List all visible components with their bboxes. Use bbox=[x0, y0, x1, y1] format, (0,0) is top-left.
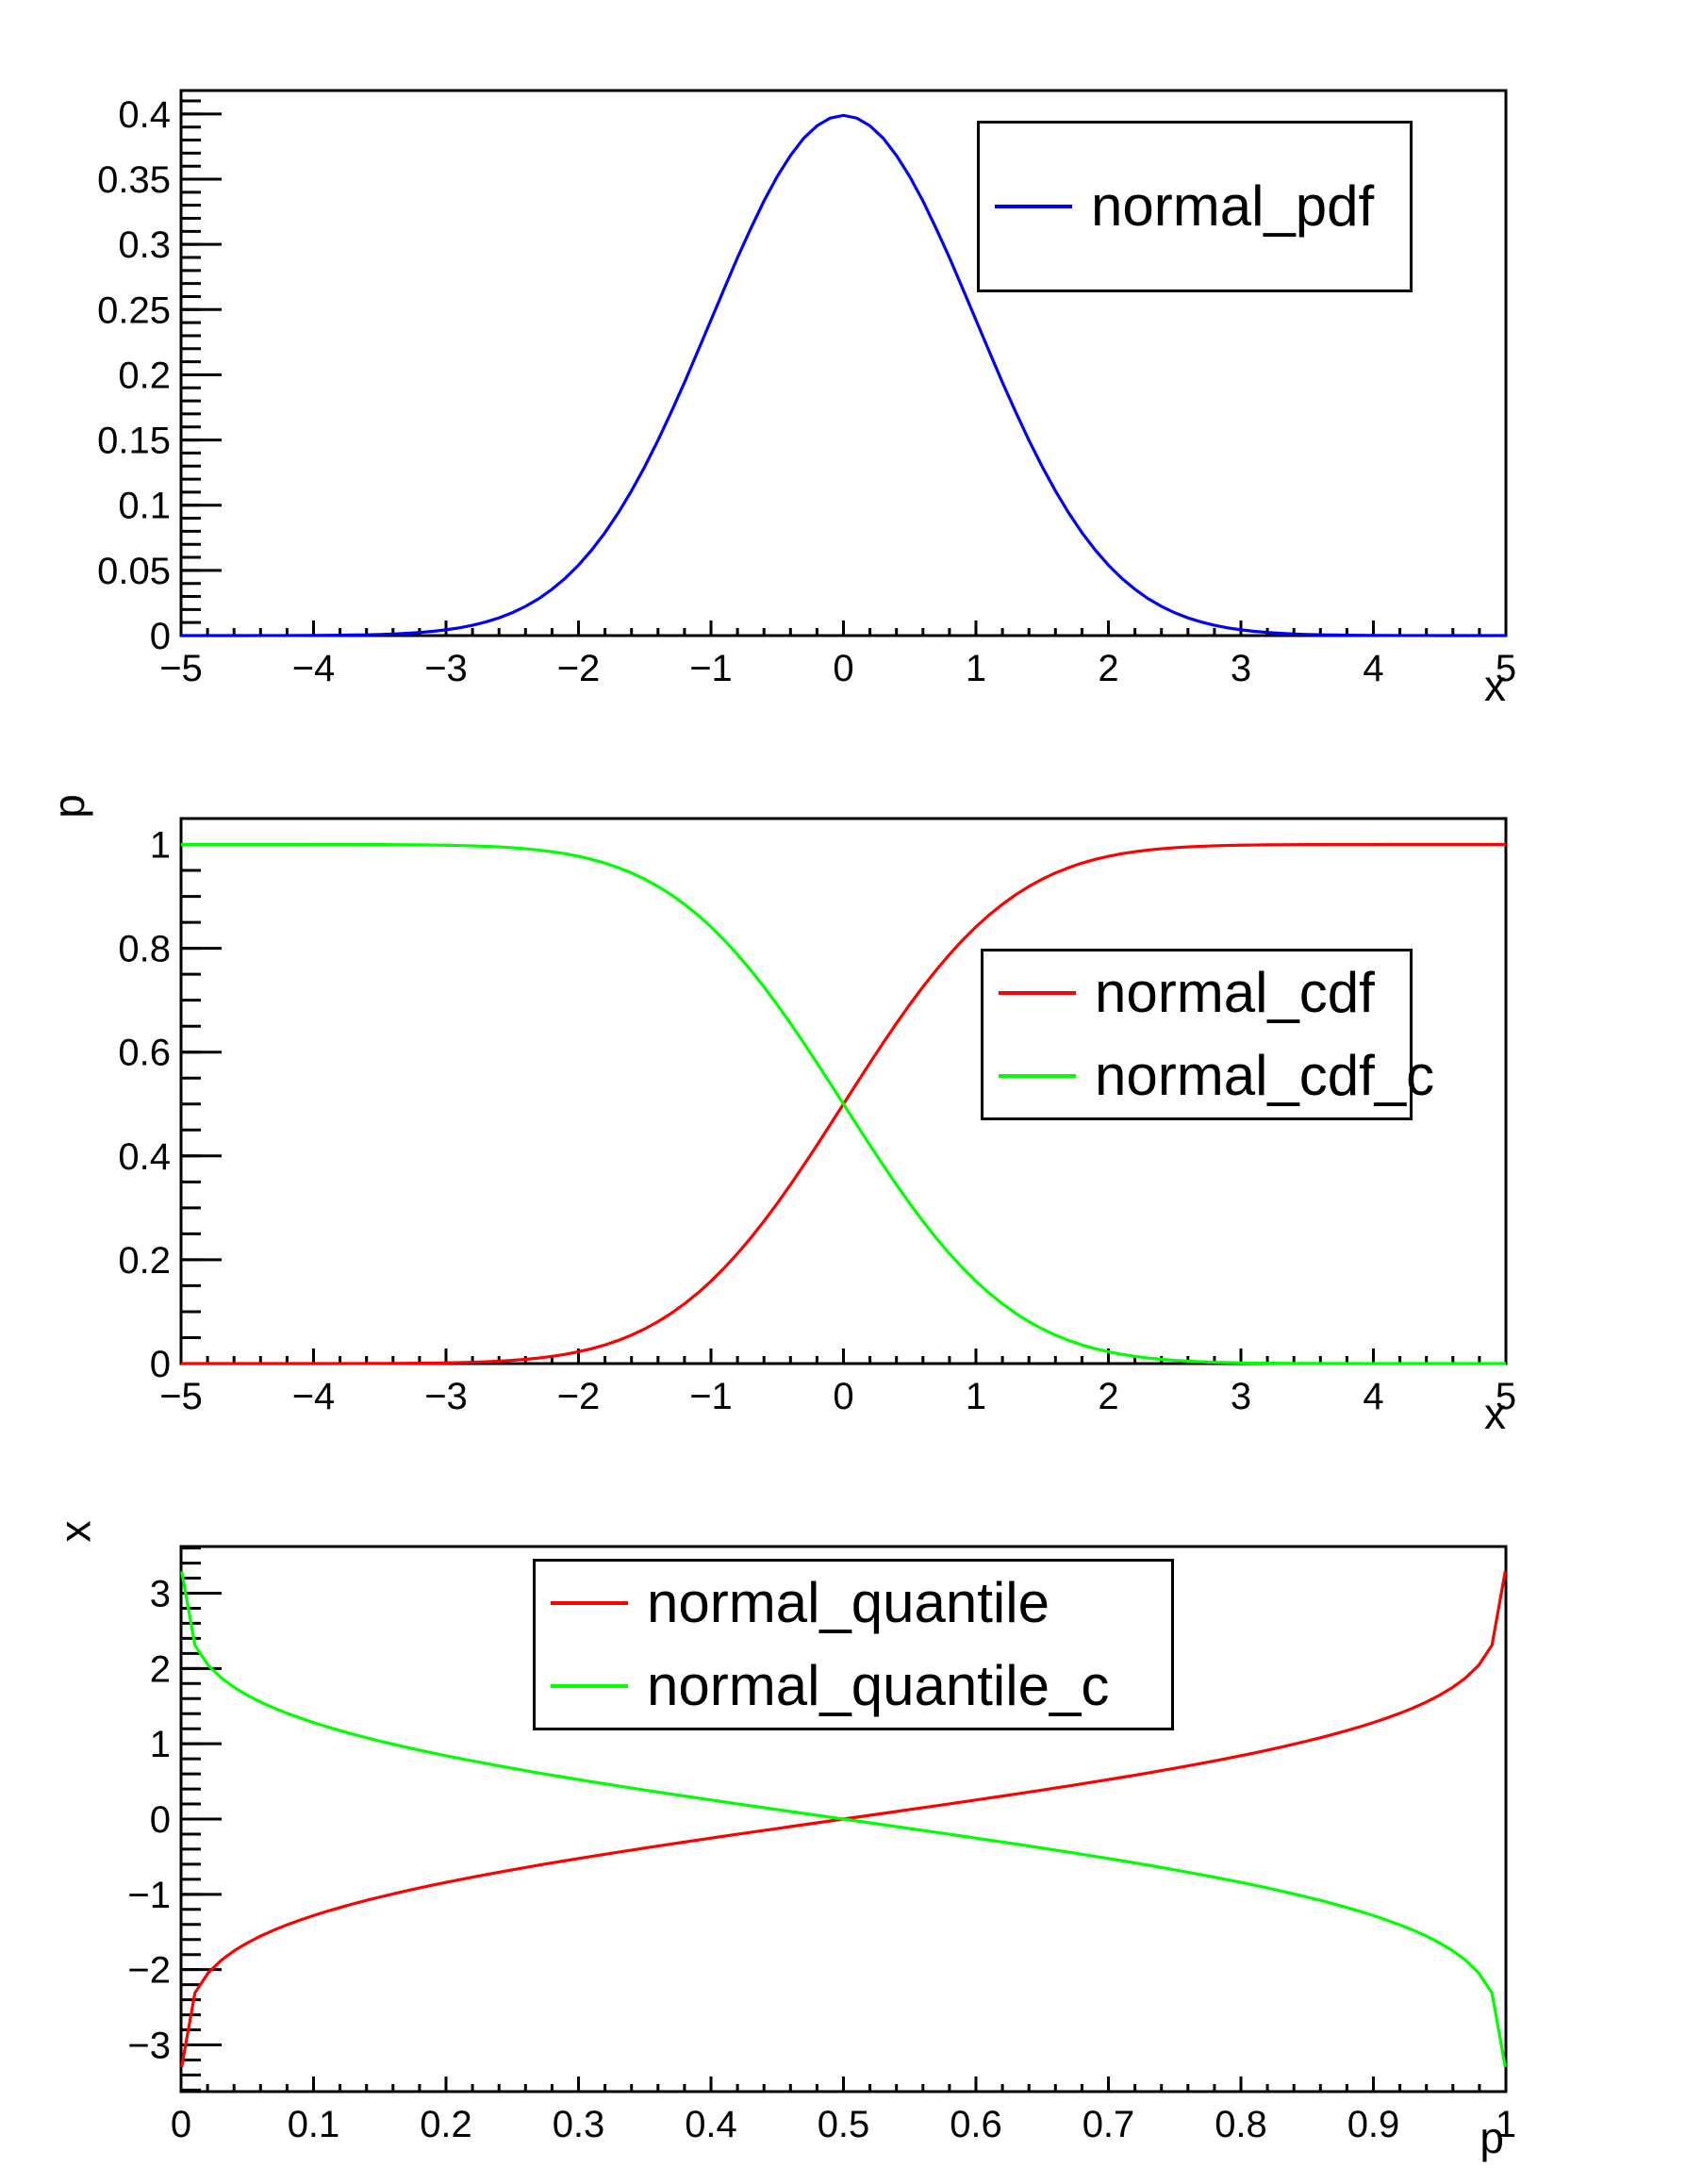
legend-quantile: normal_quantile normal_quantile_c bbox=[533, 1559, 1174, 1730]
y-tick-label: 0.25 bbox=[97, 290, 171, 331]
x-tick-label: 0.2 bbox=[420, 2104, 472, 2145]
y-tick-label: 0 bbox=[150, 1344, 171, 1385]
x-tick-label: 0 bbox=[833, 648, 853, 689]
y-tick-label: 0.3 bbox=[118, 224, 171, 266]
y-tick-label: 0.15 bbox=[97, 421, 171, 462]
x-tick-label: 0.7 bbox=[1083, 2104, 1135, 2145]
legend-label: normal_pdf bbox=[1091, 174, 1375, 238]
y-tick-label: 0.6 bbox=[118, 1033, 171, 1074]
x-tick-label: 1 bbox=[966, 648, 986, 689]
legend-line-sample bbox=[999, 1074, 1076, 1078]
legend-entry-normal-quantile: normal_quantile bbox=[536, 1575, 1171, 1631]
y-tick-label: 0.2 bbox=[118, 1240, 171, 1282]
x-tick-label: 0.3 bbox=[553, 2104, 605, 2145]
legend-line-sample bbox=[995, 205, 1072, 208]
y-axis-title-cdf: p bbox=[43, 794, 93, 819]
curve-normal_cdf_c bbox=[181, 842, 1506, 1365]
x-tick-label: −5 bbox=[159, 1376, 203, 1417]
legend-entry-normal-cdf-c: normal_cdf_c bbox=[984, 1048, 1434, 1104]
curve-normal_pdf bbox=[180, 113, 1507, 637]
x-tick-label: 5 bbox=[1496, 648, 1516, 689]
y-tick-label: 1 bbox=[150, 1724, 171, 1765]
y-tick-label: −2 bbox=[127, 1950, 171, 1992]
y-tick-label: 0.35 bbox=[97, 159, 171, 201]
x-tick-label: 0.1 bbox=[288, 2104, 340, 2145]
x-axis-title-pdf: x bbox=[1484, 661, 1506, 710]
x-axis-title-cdf: x bbox=[1484, 1389, 1506, 1438]
x-tick-label: −5 bbox=[159, 648, 203, 689]
legend-entry-normal-pdf: normal_pdf bbox=[980, 178, 1410, 235]
y-tick-label: 0 bbox=[150, 1799, 171, 1841]
legend-label: normal_quantile bbox=[647, 1571, 1050, 1634]
y-tick-label: 0.1 bbox=[118, 486, 171, 527]
x-tick-label: −4 bbox=[292, 1376, 336, 1417]
x-tick-label: −1 bbox=[689, 648, 733, 689]
x-tick-label: 3 bbox=[1231, 1376, 1251, 1417]
legend-line-sample bbox=[551, 1601, 628, 1605]
y-tick-label: −3 bbox=[127, 2026, 171, 2067]
x-tick-label: −1 bbox=[689, 1376, 733, 1417]
x-tick-label: 0.6 bbox=[950, 2104, 1002, 2145]
y-tick-label: 3 bbox=[150, 1573, 171, 1614]
legend-entry-normal-quantile-c: normal_quantile_c bbox=[536, 1658, 1171, 1714]
y-tick-label: 0.2 bbox=[118, 355, 171, 396]
x-tick-label: 0.9 bbox=[1347, 2104, 1400, 2145]
y-tick-label: 0 bbox=[150, 616, 171, 657]
legend-label: normal_cdf bbox=[1095, 961, 1375, 1024]
y-tick-label: 0.8 bbox=[118, 929, 171, 970]
y-tick-label: 2 bbox=[150, 1648, 171, 1690]
x-tick-label: −3 bbox=[424, 648, 468, 689]
x-tick-label: −4 bbox=[292, 648, 336, 689]
legend-cdf: normal_cdf normal_cdf_c bbox=[981, 949, 1434, 1120]
x-tick-label: 1 bbox=[1496, 2104, 1516, 2145]
y-tick-label: 0.05 bbox=[97, 551, 171, 592]
x-tick-label: −2 bbox=[557, 648, 601, 689]
x-tick-label: 0 bbox=[833, 1376, 853, 1417]
y-tick-label: 0.4 bbox=[118, 94, 171, 136]
x-tick-label: −3 bbox=[424, 1376, 468, 1417]
x-tick-label: 0.4 bbox=[685, 2104, 737, 2145]
legend-pdf: normal_pdf bbox=[977, 121, 1413, 292]
legend-entry-normal-cdf: normal_cdf bbox=[984, 965, 1410, 1021]
x-axis-title-quantile: p bbox=[1479, 2113, 1504, 2162]
x-tick-label: 5 bbox=[1496, 1376, 1516, 1417]
x-tick-label: 0 bbox=[171, 2104, 191, 2145]
x-tick-label: 0.8 bbox=[1215, 2104, 1267, 2145]
legend-label: normal_cdf_c bbox=[1095, 1044, 1435, 1107]
x-tick-label: −2 bbox=[557, 1376, 601, 1417]
legend-line-sample bbox=[999, 991, 1076, 995]
y-tick-label: 0.4 bbox=[118, 1136, 171, 1178]
legend-label: normal_quantile_c bbox=[647, 1654, 1110, 1717]
legend-line-sample bbox=[551, 1684, 628, 1688]
y-tick-label: 1 bbox=[150, 825, 171, 867]
x-tick-label: 2 bbox=[1098, 1376, 1118, 1417]
x-tick-label: 3 bbox=[1231, 648, 1251, 689]
y-axis-title-quantile: x bbox=[50, 1520, 100, 1543]
x-tick-label: 1 bbox=[966, 1376, 986, 1417]
y-tick-label: −1 bbox=[127, 1875, 171, 1916]
curve-normal_quantile_c bbox=[180, 1571, 1507, 2067]
x-tick-label: 4 bbox=[1363, 648, 1383, 689]
x-tick-label: 4 bbox=[1363, 1376, 1383, 1417]
x-tick-label: 2 bbox=[1098, 648, 1118, 689]
x-tick-label: 0.5 bbox=[818, 2104, 870, 2145]
